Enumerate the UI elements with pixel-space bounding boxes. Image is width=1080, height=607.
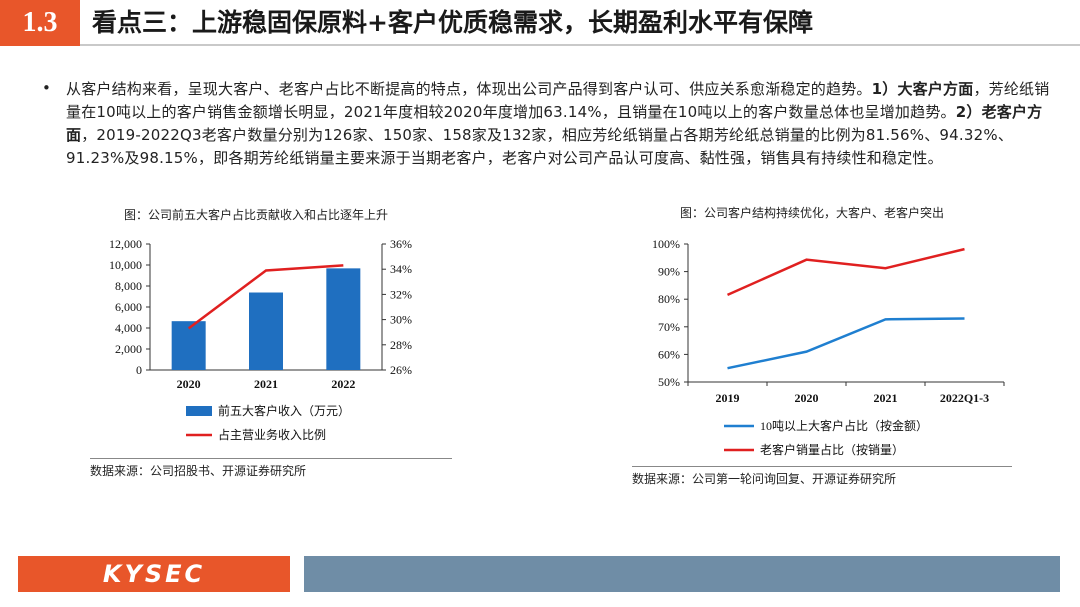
section-number: 1.3 xyxy=(0,0,80,46)
bullet-text: 从客户结构来看，呈现大客户、老客户占比不断提高的特点，体现出公司产品得到客户认可… xyxy=(66,78,1060,170)
y-tick-label-left: 2,000 xyxy=(115,342,142,356)
line-series-old-clients xyxy=(726,247,965,297)
logo-text: KYSEC xyxy=(102,560,206,588)
y-tick-label: 80% xyxy=(658,292,680,306)
right-chart: 50% 60% 70% 80% 90% 100% 2019 2020 2021 2022Q1-3 1… xyxy=(652,237,1005,457)
y-tick-label: 50% xyxy=(658,375,680,389)
y-tick-label-left: 12,000 xyxy=(109,237,142,251)
x-tick-label: 2022 xyxy=(331,377,355,391)
y-tick-label: 90% xyxy=(658,265,680,279)
y-tick-label-right: 36% xyxy=(390,237,412,251)
bullet-segment: ，2019-2022Q3老客户数量分别为126家、150家、158家及132家，… xyxy=(66,126,1014,167)
x-tick-label: 2021 xyxy=(874,391,898,405)
y-tick-label-right: 26% xyxy=(390,363,412,377)
bullet-segment-bold: 2）老客户方面 xyxy=(66,103,1043,144)
right-chart-title: 图：公司客户结构持续优化，大客户、老客户突出 xyxy=(680,206,945,220)
y-tick-label-left: 8,000 xyxy=(115,279,142,293)
header-divider xyxy=(80,44,1080,46)
y-tick-label-left: 6,000 xyxy=(115,300,142,314)
page-title: 看点三：上游稳固保原料+客户优质稳需求，长期盈利水平有保障 xyxy=(92,8,813,37)
footer-bar xyxy=(304,556,1060,592)
y-tick-label-right: 28% xyxy=(390,338,412,352)
y-tick-label-left: 10,000 xyxy=(109,258,142,272)
x-tick-label: 2020 xyxy=(177,377,201,391)
y-tick-label-left: 0 xyxy=(136,363,142,377)
y-tick-label: 100% xyxy=(652,237,680,251)
bullet-segment: ，芳纶纸销量在10吨以上的客户销售金额增长明显，2021年度相较2020年度增加… xyxy=(66,80,1050,121)
left-source-divider xyxy=(90,458,452,459)
header: 1.3 看点三：上游稳固保原料+客户优质稳需求，长期盈利水平有保障 xyxy=(0,0,1080,46)
y-tick-label-left: 4,000 xyxy=(115,321,142,335)
legend-label-large-clients: 10吨以上大客户占比（按金额） xyxy=(760,418,928,433)
left-chart-title: 图：公司前五大客户占比贡献收入和占比逐年上升 xyxy=(124,208,389,222)
bullet-segment-bold: 1）大客户方面 xyxy=(871,80,974,98)
legend-label-old-clients: 老客户销量占比（按销量） xyxy=(760,442,904,457)
y-tick-label-right: 34% xyxy=(390,262,412,276)
right-chart-source: 数据来源：公司第一轮问询回复、开源证券研究所 xyxy=(632,472,897,486)
bar xyxy=(326,268,361,370)
left-chart-source: 数据来源：公司招股书、开源证券研究所 xyxy=(90,464,307,478)
footer-logo: KYSEC xyxy=(18,556,290,592)
right-source-divider xyxy=(632,466,1012,467)
legend-label-bar: 前五大客户收入（万元） xyxy=(218,403,350,418)
y-tick-label-right: 32% xyxy=(390,287,412,301)
y-tick-label-right: 30% xyxy=(390,313,412,327)
bar xyxy=(249,292,283,370)
bullet-segment: 从客户结构来看，呈现大客户、老客户占比不断提高的特点，体现出公司产品得到客户认可… xyxy=(66,80,872,98)
x-tick-label: 2021 xyxy=(254,377,278,391)
x-tick-label: 2022Q1-3 xyxy=(940,391,989,405)
left-chart: 0 2,000 4,000 6,000 8,000 10,000 12,000 26% 28% 3… xyxy=(109,237,412,442)
y-tick-label: 70% xyxy=(658,320,680,334)
x-tick-label: 2019 xyxy=(716,391,740,405)
line-series-large-clients xyxy=(727,317,965,370)
legend-label-line: 占主营业务收入比例 xyxy=(218,427,326,442)
y-tick-label: 60% xyxy=(658,347,680,361)
bar xyxy=(171,321,206,370)
line-series-ratio xyxy=(187,264,344,330)
x-tick-label: 2020 xyxy=(795,391,819,405)
bullet-icon: • xyxy=(42,79,51,97)
legend-swatch-bar xyxy=(186,406,212,416)
